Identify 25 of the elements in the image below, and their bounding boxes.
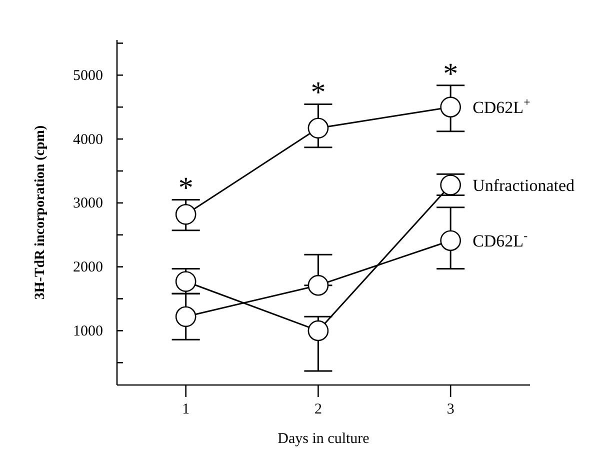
series-label: CD62L$^{-}$ (472, 228, 528, 251)
annotation: * (178, 172, 194, 205)
point (175, 204, 196, 225)
point (308, 274, 329, 296)
y-tick-label: 5000 (73, 68, 103, 84)
series-label: CD62L$^{+}$ (472, 95, 531, 118)
point (440, 96, 461, 118)
x-tick-label: 2 (314, 402, 322, 418)
x-tick-label: 1 (182, 402, 190, 418)
point (175, 271, 196, 292)
y-tick-label: 3000 (73, 196, 103, 212)
y-tick-label: 4000 (73, 132, 103, 148)
annotation: * (443, 57, 458, 90)
point (440, 230, 461, 252)
y-tick-label: 1000 (73, 323, 103, 340)
point (440, 174, 461, 196)
y-tick-label: 2000 (73, 260, 103, 276)
x-axis-title: Days in culture (278, 431, 370, 447)
point (308, 320, 329, 342)
y-axis-title: 3H-TdR incorporation (cpm) (33, 125, 48, 300)
series-label: Unfractionated (472, 176, 576, 196)
annotation: * (310, 76, 326, 110)
point (175, 306, 196, 328)
point (308, 118, 329, 139)
x-tick-label: 3 (446, 402, 454, 418)
